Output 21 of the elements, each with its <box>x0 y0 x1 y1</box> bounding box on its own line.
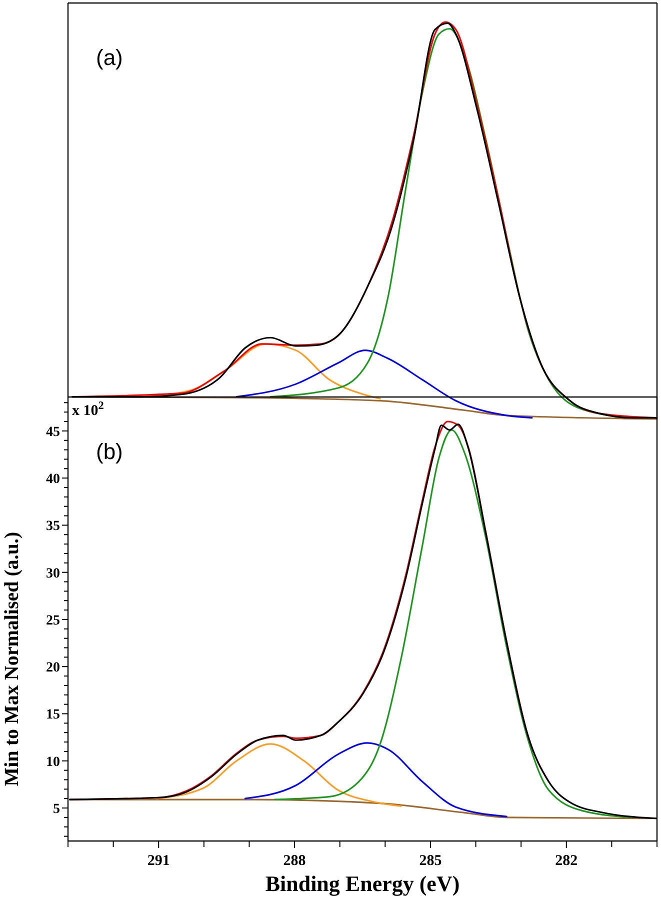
y-tick-label: 25 <box>46 613 60 628</box>
y-tick-label: 35 <box>46 519 60 534</box>
x-tick-label: 282 <box>555 853 578 869</box>
y-tick-label: 40 <box>46 472 60 488</box>
y-tick-label: 30 <box>46 566 60 582</box>
x-axis-title: Binding Energy (eV) <box>265 871 460 896</box>
annotation: x 10$^{2}$ <box>72 400 104 419</box>
line-series <box>274 429 634 818</box>
annotation: (a) <box>96 45 123 70</box>
x-tick-label: 291 <box>147 853 170 869</box>
line-series <box>244 742 508 818</box>
x-tick-label: 285 <box>419 853 442 869</box>
y-axis-title: Min to Max Normalised (a.u.) <box>1 532 23 786</box>
y-tick-label: 10 <box>46 754 60 770</box>
annotation: (b) <box>96 439 123 464</box>
y-tick-label: 15 <box>46 708 60 723</box>
y-tick-label: 5 <box>53 802 60 818</box>
y-tick-label: 45 <box>46 424 60 440</box>
line-series <box>156 743 402 807</box>
y-tick-label: 20 <box>46 660 60 676</box>
x-tick-label: 288 <box>283 853 306 869</box>
